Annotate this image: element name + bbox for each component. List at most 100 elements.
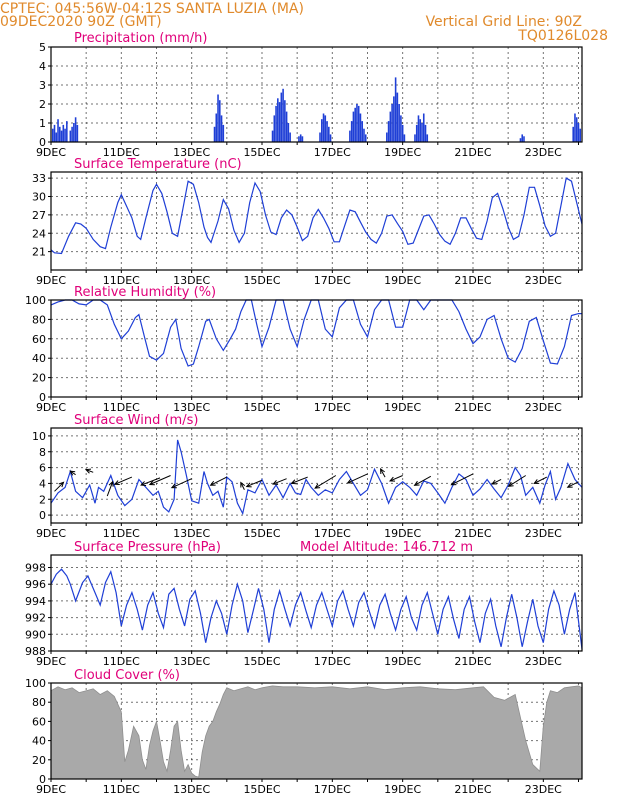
wind-xtick-label: 11DEC xyxy=(103,527,140,540)
cloud-ytick-label: 80 xyxy=(32,696,46,709)
humidity-xtick-label: 9DEC xyxy=(36,401,66,414)
precip-ytick-label: 1 xyxy=(39,117,46,130)
precip-bar xyxy=(354,107,356,142)
wind-xtick-label: 17DEC xyxy=(314,527,351,540)
precip-bar xyxy=(284,100,286,142)
cloud-xtick-label: 9DEC xyxy=(36,783,66,796)
wind-arrow-head xyxy=(148,480,155,486)
precip-bar xyxy=(215,113,218,142)
wind-arrow-head xyxy=(84,468,92,474)
wind-xtick-label: 9DEC xyxy=(36,527,66,540)
wind-arrow xyxy=(140,477,161,486)
wind-xtick-label: 15DEC xyxy=(243,527,280,540)
wind-arrow-head xyxy=(450,480,457,486)
wind-arrow xyxy=(414,475,432,486)
precip-bar xyxy=(396,92,399,142)
precip-bar xyxy=(364,134,367,142)
wind-arrow xyxy=(54,481,64,492)
precip-bar xyxy=(74,117,77,142)
humidity-xtick-label: 15DEC xyxy=(243,401,280,414)
wind-ytick-label: 2 xyxy=(39,493,46,506)
precip-xtick-label: 9DEC xyxy=(36,146,66,159)
wind-arrow xyxy=(85,469,94,473)
precip-bar xyxy=(393,96,395,142)
humidity-ytick-label: 80 xyxy=(32,313,46,326)
precip-bar xyxy=(213,126,216,142)
wind-arrow-head xyxy=(380,467,385,475)
precip-bar xyxy=(577,123,580,142)
wind-arrow xyxy=(149,475,171,485)
wind-arrow-head xyxy=(491,479,498,485)
wind-arrow xyxy=(451,473,474,486)
cloud-xtick-label: 17DEC xyxy=(314,783,351,796)
humidity-xtick-label: 17DEC xyxy=(314,401,351,414)
precip-ytick-label: 5 xyxy=(39,41,46,54)
precip-bar xyxy=(322,113,325,142)
cloud-xtick-label: 23DEC xyxy=(525,783,562,796)
precip-bar xyxy=(387,121,390,142)
wind-arrow-head xyxy=(140,481,147,487)
wind-arrow-head xyxy=(566,482,573,488)
wind-arrow xyxy=(246,479,263,488)
temperature-xtick-label: 9DEC xyxy=(36,274,66,287)
precip-bar xyxy=(62,124,65,142)
precip-bar xyxy=(299,134,302,142)
temperature-xtick-label: 17DEC xyxy=(314,274,351,287)
temperature-xtick-label: 19DEC xyxy=(384,274,421,287)
wind-arrow-head xyxy=(209,480,216,486)
precip-xtick-label: 17DEC xyxy=(314,146,351,159)
wind-arrow-head xyxy=(245,482,252,488)
wind-arrow-head xyxy=(113,480,120,486)
precip-bar xyxy=(326,121,328,142)
header-model-code: TQ0126L028 xyxy=(517,28,608,44)
wind-xtick-label: 13DEC xyxy=(173,527,210,540)
cloud-frame xyxy=(50,682,583,780)
precip-ytick-label: 2 xyxy=(39,98,46,111)
wind-xtick-label: 19DEC xyxy=(384,527,421,540)
precip-bar xyxy=(53,124,56,142)
pressure-xtick-label: 11DEC xyxy=(103,655,140,668)
cloud-ytick-label: 0 xyxy=(39,773,46,786)
precip-bar xyxy=(282,88,284,142)
wind-xtick-label: 23DEC xyxy=(525,527,562,540)
precip-bar xyxy=(298,136,300,142)
pressure-ytick-label: 988 xyxy=(25,645,46,658)
humidity-frame xyxy=(50,299,583,398)
temperature-ytick-label: 30 xyxy=(32,191,46,204)
cloud-ytick-label: 40 xyxy=(32,735,46,748)
precip-bar xyxy=(64,128,66,142)
wind-arrow-head xyxy=(240,481,246,488)
wind-arrow xyxy=(240,482,245,490)
precip-bar xyxy=(59,126,61,142)
wind-arrow xyxy=(389,475,403,482)
wind-ytick-label: 10 xyxy=(32,430,46,443)
wind-title: Surface Wind (m/s) xyxy=(74,413,198,428)
header-station: CPTEC: 045:56W-04:12S SANTA LUZIA (MA) xyxy=(0,1,304,17)
wind-arrow xyxy=(534,476,548,484)
model-altitude: Model Altitude: 146.712 m xyxy=(300,540,473,555)
header-grid-note: Vertical Grid Line: 90Z xyxy=(426,14,582,30)
wind-ytick-label: 6 xyxy=(39,462,46,475)
wind-ytick-label: 8 xyxy=(39,446,46,459)
precip-bar xyxy=(363,128,365,142)
precip-bar xyxy=(55,132,58,142)
precip-bar xyxy=(66,121,68,142)
cloud-xtick-label: 21DEC xyxy=(454,783,491,796)
temperature-xtick-label: 21DEC xyxy=(454,274,491,287)
pressure-xtick-label: 13DEC xyxy=(173,655,210,668)
humidity-ytick-label: 0 xyxy=(39,391,46,404)
precip-bar xyxy=(356,104,358,142)
wind-arrow xyxy=(567,481,579,488)
wind-arrow-head xyxy=(58,481,65,488)
precip-bar xyxy=(389,111,392,142)
precip-bar xyxy=(71,126,73,142)
precip-bar xyxy=(76,124,79,142)
humidity-ytick-label: 60 xyxy=(32,333,46,346)
precip-bar xyxy=(219,100,221,142)
precip-bar xyxy=(574,113,576,142)
cloud-ytick-label: 100 xyxy=(25,677,46,690)
precip-bar xyxy=(422,113,425,142)
precip-bar xyxy=(51,128,54,142)
temperature-xtick-label: 15DEC xyxy=(243,274,280,287)
humidity-line xyxy=(50,299,582,367)
